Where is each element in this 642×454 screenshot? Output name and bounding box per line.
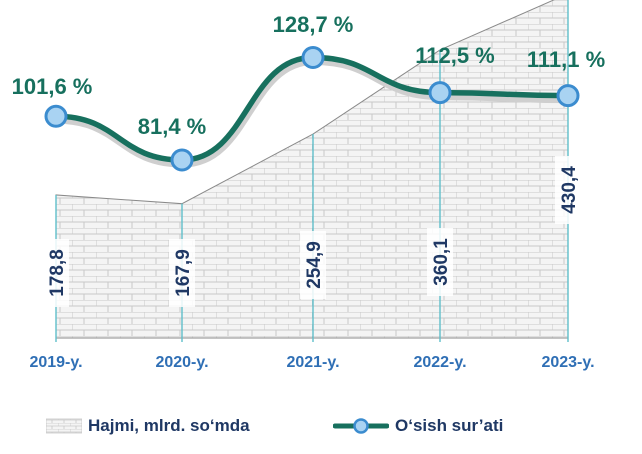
category-label: 2020-y. bbox=[155, 354, 208, 371]
volume-label-bg bbox=[43, 239, 69, 307]
growth-value-label: 112,5 % bbox=[415, 43, 495, 68]
growth-point bbox=[44, 104, 68, 128]
volume-value-label: 178,8 bbox=[47, 249, 68, 297]
growth-value-label: 81,4 % bbox=[138, 114, 207, 139]
legend-label-volume: Hajmi, mlrd. so‘mda bbox=[88, 416, 250, 435]
growth-value-label: 101,6 % bbox=[12, 74, 93, 99]
legend-item-volume: Hajmi, mlrd. so‘mda bbox=[46, 408, 250, 444]
growth-point bbox=[170, 148, 194, 172]
volume-value-label: 254,9 bbox=[304, 241, 325, 289]
growth-point bbox=[428, 81, 452, 105]
growth-point bbox=[301, 46, 325, 70]
growth-value-label: 111,1 % bbox=[527, 47, 605, 72]
volume-label-group: 167,9 bbox=[169, 239, 195, 307]
volume-value-label: 430,4 bbox=[559, 166, 580, 214]
category-label: 2019-y. bbox=[29, 354, 82, 371]
legend-label-growth: O‘sish sur’ati bbox=[395, 416, 504, 435]
volume-label-bg bbox=[169, 239, 195, 307]
volume-label-bg bbox=[427, 228, 453, 296]
volume-label-group: 178,8 bbox=[43, 239, 69, 307]
volume-label-group: 254,9 bbox=[300, 231, 326, 299]
growth-line bbox=[53, 54, 571, 163]
volume-value-label: 167,9 bbox=[173, 249, 194, 297]
volume-label-bg bbox=[300, 231, 326, 299]
growth-point bbox=[556, 84, 580, 108]
legend: Hajmi, mlrd. so‘mda O‘sish sur’ati bbox=[0, 408, 642, 444]
category-label: 2022-y. bbox=[413, 354, 466, 371]
volume-label-bg bbox=[555, 156, 581, 224]
volume-label-group: 360,1 bbox=[427, 228, 453, 296]
legend-item-growth: O‘sish sur’ati bbox=[333, 408, 503, 444]
volume-label-group: 430,4 bbox=[555, 156, 581, 224]
growth-value-label: 128,7 % bbox=[273, 12, 354, 37]
chart: 178,8 167,9 254,9 360,1 430,4 101,6 % 81,4 % 1… bbox=[12, 0, 605, 371]
category-label: 2021-y. bbox=[286, 354, 339, 371]
category-label: 2023-y. bbox=[541, 354, 594, 371]
legend-line-swatch bbox=[333, 418, 389, 434]
volume-value-label: 360,1 bbox=[431, 238, 452, 286]
legend-area-swatch bbox=[46, 418, 82, 434]
